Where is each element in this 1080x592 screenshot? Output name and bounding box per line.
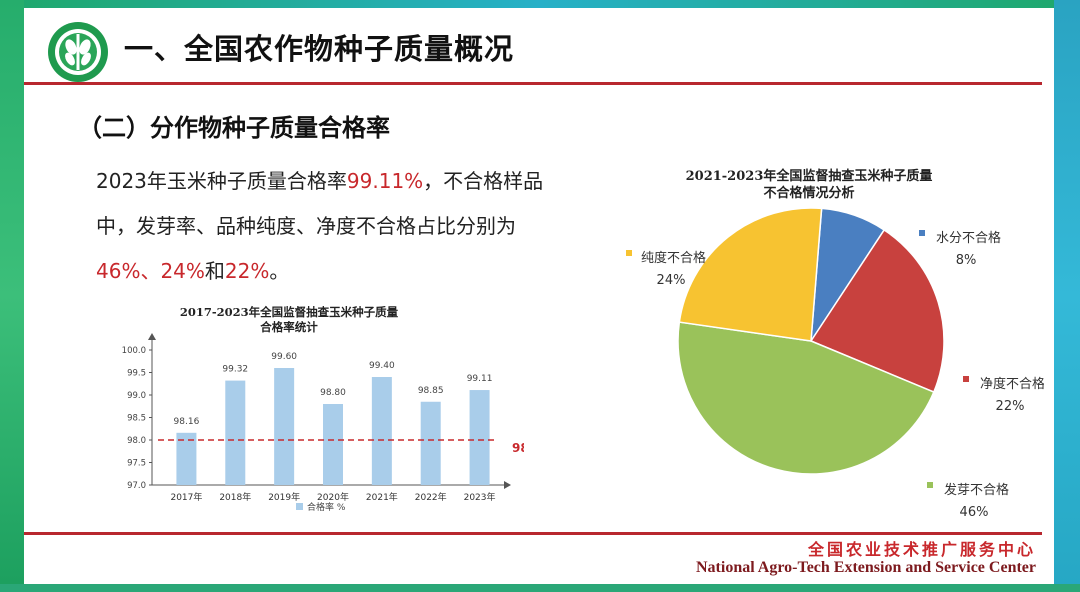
x-tick-label: 2023年 [464,491,496,503]
pie-chart-title-line: 不合格情况分析 [763,185,854,201]
summary-paragraph: 2023年玉米种子质量合格率99.11%，不合格样品中，发芽率、品种纯度、净度不… [96,159,576,294]
pie-slice-pct: 46% [960,505,989,520]
pie-slice-label: 水分不合格 [936,230,1001,246]
page-title: 一、全国农作物种子质量概况 [124,32,515,66]
bar-data-label: 99.11 [467,374,493,384]
reference-line-label: 98.0 [512,441,524,455]
x-tick-label: 2022年 [415,491,447,503]
y-tick-label: 98.5 [127,414,146,424]
slide: 一、全国农作物种子质量概况 （二）分作物种子质量合格率 2023年玉米种子质量合… [24,8,1054,584]
footer-divider [24,532,1042,535]
frame-left [0,0,24,592]
y-axis-arrow [148,333,156,340]
bar-chart-title-line: 2017-2023年全国监督抽查玉米种子质量 [180,305,399,319]
pie-legend-swatch [626,250,632,256]
y-tick-label: 97.5 [127,459,146,469]
pie-chart-title-line: 2021-2023年全国监督抽查玉米种子质量 [686,168,933,184]
frame-bottom [0,584,1080,592]
seed-emblem-icon [48,22,108,82]
pass-rate-highlight: 99.11% [346,169,424,193]
pie-slice [677,321,935,475]
y-tick-label: 97.0 [127,481,146,491]
bar [176,432,197,485]
x-tick-label: 2021年 [366,491,398,503]
y-tick-label: 98.0 [127,436,146,446]
bar-data-label: 98.16 [174,417,200,427]
bar-data-label: 99.32 [222,365,248,375]
summary-text-2: ，不合格样品中，发芽率、品种纯度、净度不合格占比分别为 [96,169,544,238]
frame-top [0,0,1080,8]
cleanliness-pct-highlight: 22% [224,259,270,283]
pie-slice-label: 纯度不合格 [641,250,706,266]
x-tick-label: 2018年 [219,491,251,503]
pie-slice-label: 发芽不合格 [944,482,1009,498]
title-divider [24,82,1042,85]
bar-chart-title-line: 合格率统计 [260,320,318,334]
bar-data-label: 98.80 [320,388,346,398]
separator-1: 、 [140,259,161,283]
bar [274,368,295,485]
x-tick-label: 2020年 [317,491,349,503]
pie-slice [809,228,945,394]
x-tick-label: 2019年 [268,491,300,503]
summary-text-1: 2023年玉米种子质量合格率 [96,169,347,193]
purity-pct-highlight: 24% [160,259,205,283]
footer-org-cn: 全国农业技术推广服务中心 [807,540,1036,559]
x-axis-arrow [504,481,511,489]
pie-slice-label: 净度不合格 [980,376,1044,392]
pie-slice-pct: 22% [996,399,1025,414]
y-tick-label: 99.5 [127,369,146,379]
bar [371,377,392,485]
separator-2: 和 [204,259,225,283]
legend-swatch [296,503,303,510]
y-tick-label: 99.0 [127,391,146,401]
frame-right [1054,0,1080,592]
section-title: （二）分作物种子质量合格率 [78,114,390,142]
footer-org-en: National Agro-Tech Extension and Service… [696,559,1036,576]
bar [469,390,490,485]
summary-text-3: 。 [269,259,290,283]
pie-slice-pct: 8% [956,253,977,268]
x-tick-label: 2017年 [170,491,202,503]
legend-label: 合格率 % [307,501,346,513]
bar-data-label: 99.60 [271,352,297,362]
pie-slice [678,207,823,342]
pie-legend-swatch [927,482,933,488]
bar [323,404,343,485]
bar [420,401,441,485]
germination-pct-highlight: 46% [96,259,141,283]
pie-slice-pct: 24% [657,273,686,288]
pie-legend-swatch [963,376,969,382]
bar-data-label: 98.85 [418,386,444,396]
bar-data-label: 99.40 [369,361,395,371]
y-tick-label: 100.0 [122,346,146,356]
bar [225,380,246,485]
pie-legend-swatch [919,230,925,236]
